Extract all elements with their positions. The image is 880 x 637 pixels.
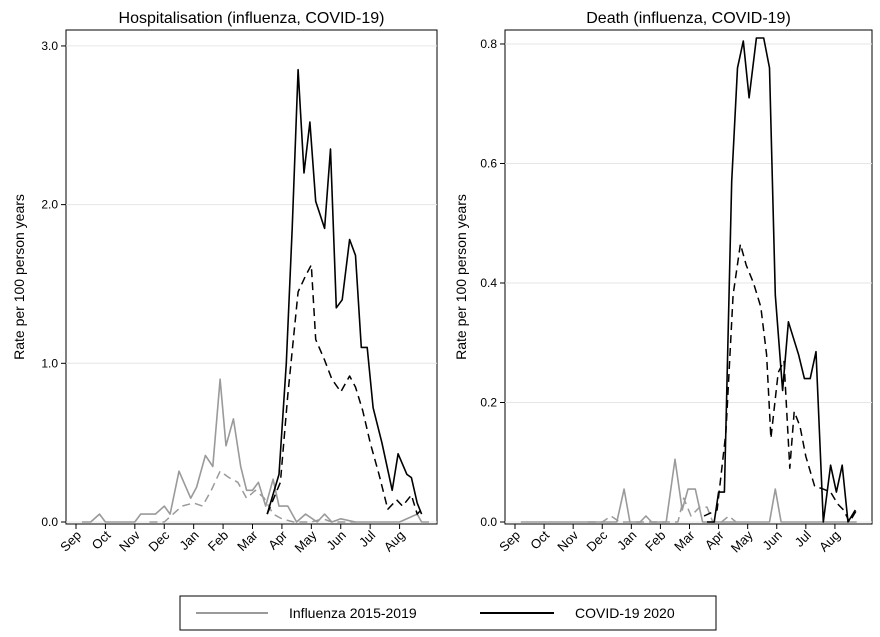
series-line-1: [149, 470, 356, 523]
series-lines: [520, 37, 858, 523]
legend-box: [179, 595, 717, 631]
y-axis-label: Rate per 100 person years: [453, 194, 469, 360]
series-line-0: [520, 458, 857, 523]
y-tick-label: 0.8: [480, 37, 497, 51]
series-line-1: [587, 497, 737, 523]
series-lines: [81, 68, 429, 523]
legend: Influenza 2015-2019 COVID-19 2020: [179, 595, 717, 631]
y-tick-label: 1.0: [41, 356, 58, 370]
plot-area-hospitalisation: [65, 29, 438, 525]
y-tick-label: 3.0: [41, 39, 58, 53]
legend-label-covid: COVID-19 2020: [575, 605, 675, 621]
series-line-3: [266, 264, 423, 515]
series-line-2: [707, 37, 856, 523]
y-tick-label: 0.4: [480, 276, 497, 290]
y-tick-label: 2.0: [41, 198, 58, 212]
series-line-0: [81, 378, 429, 523]
y-tick-label: 0.2: [480, 395, 497, 409]
y-tick-label: 0.6: [480, 156, 497, 170]
y-axis-label: Rate per 100 person years: [11, 194, 27, 360]
series-line-3: [703, 243, 858, 523]
legend-label-influenza: Influenza 2015-2019: [289, 605, 417, 621]
chart-title: Death (influenza, COVID-19): [586, 10, 791, 27]
chart-title: Hospitalisation (influenza, COVID-19): [119, 10, 385, 27]
series-line-2: [266, 68, 423, 515]
plot-area-death: [504, 29, 873, 525]
y-tick-label: 0.0: [480, 515, 497, 529]
y-tick-label: 0.0: [41, 515, 58, 529]
